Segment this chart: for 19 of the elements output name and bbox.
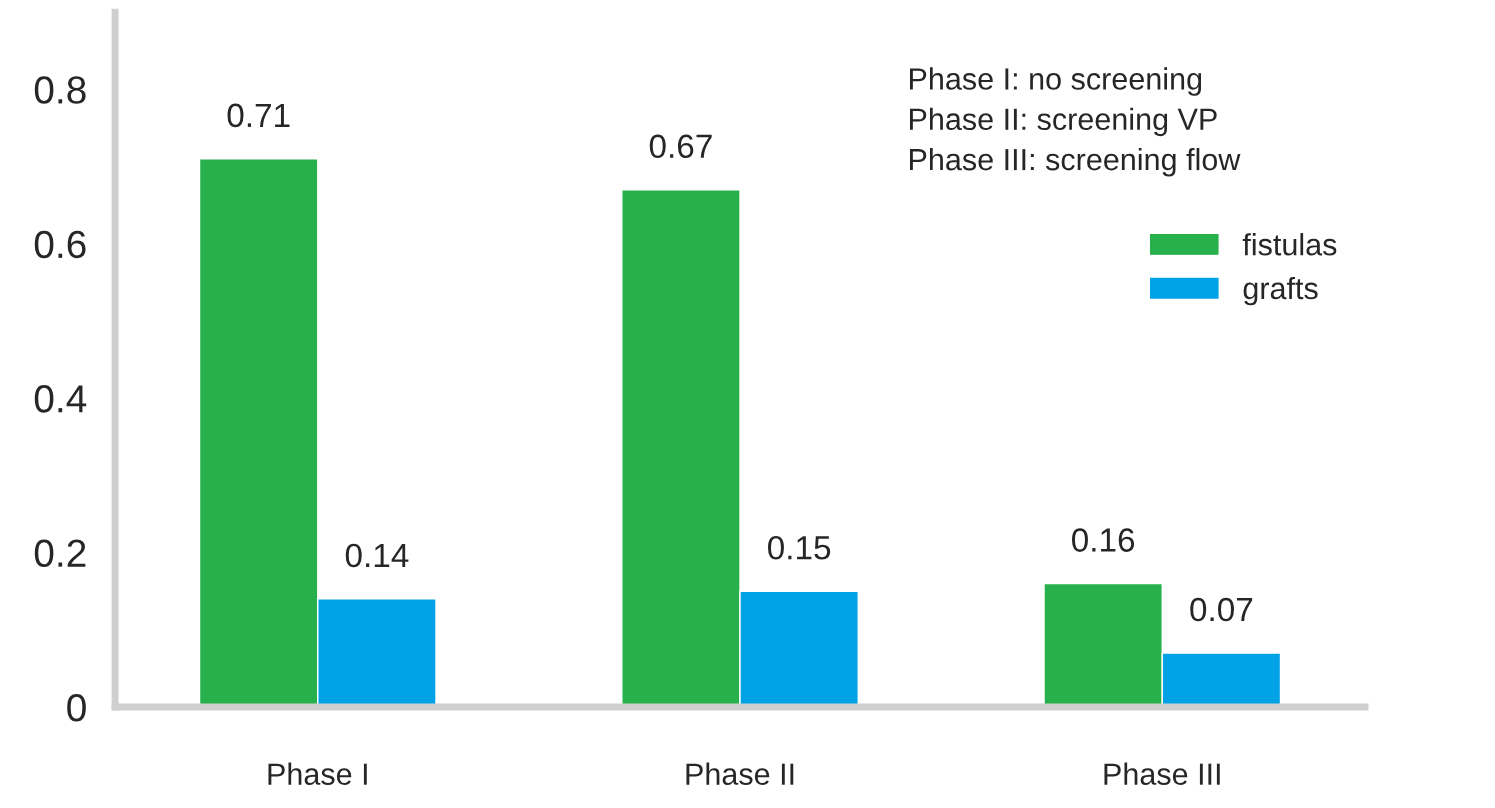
data-label: 0.14 [345,543,409,568]
y-tick-label: 0.6 [34,230,86,259]
annotation: Phase II: screening VP [910,107,1217,137]
data-label: 0.16 [1072,528,1135,552]
x-tick-label: Phase I [268,762,367,785]
data-label: 0.15 [768,535,831,560]
y-tick-label: 0.2 [34,539,86,568]
legend-label: fistulas [1242,233,1337,256]
data-label: 0.07 [1190,597,1253,622]
data-label: 0.71 [227,103,290,128]
data-label: 0.67 [649,134,712,159]
x-tick-label: Phase III [1104,762,1220,785]
y-tick-label: 0.8 [34,76,86,104]
annotation: Phase I: no screening [910,67,1202,96]
legend-label: grafts [1243,276,1318,306]
annotation: Phase III: screening flow [910,147,1241,177]
y-tick-label: 0 [67,693,86,722]
y-tick-label: 0.4 [34,385,87,413]
x-tick-label: Phase II [686,762,794,785]
